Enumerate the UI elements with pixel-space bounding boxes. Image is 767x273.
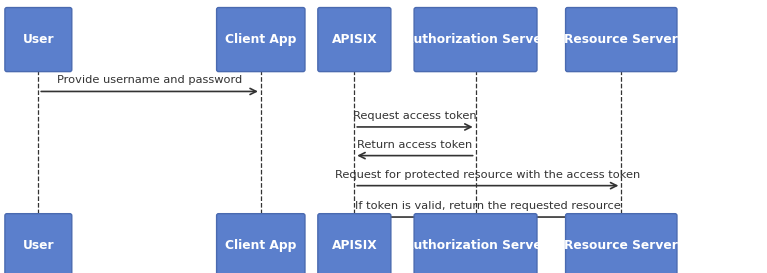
Text: User: User bbox=[22, 33, 54, 46]
Text: Provide username and password: Provide username and password bbox=[57, 75, 242, 85]
FancyBboxPatch shape bbox=[414, 214, 537, 273]
Text: Request for protected resource with the access token: Request for protected resource with the … bbox=[335, 170, 640, 180]
Text: Resource Server: Resource Server bbox=[565, 33, 678, 46]
FancyBboxPatch shape bbox=[216, 214, 305, 273]
Text: APISIX: APISIX bbox=[331, 239, 377, 252]
Text: Authorization Server: Authorization Server bbox=[403, 33, 548, 46]
Text: Request access token: Request access token bbox=[353, 111, 477, 121]
Text: APISIX: APISIX bbox=[331, 33, 377, 46]
Text: Client App: Client App bbox=[225, 33, 297, 46]
Text: Resource Server: Resource Server bbox=[565, 239, 678, 252]
Text: Authorization Server: Authorization Server bbox=[403, 239, 548, 252]
Text: Client App: Client App bbox=[225, 239, 297, 252]
FancyBboxPatch shape bbox=[318, 8, 391, 72]
FancyBboxPatch shape bbox=[565, 214, 677, 273]
Text: If token is valid, return the requested resource: If token is valid, return the requested … bbox=[355, 201, 621, 211]
FancyBboxPatch shape bbox=[5, 8, 72, 72]
FancyBboxPatch shape bbox=[414, 8, 537, 72]
FancyBboxPatch shape bbox=[565, 8, 677, 72]
Text: User: User bbox=[22, 239, 54, 252]
FancyBboxPatch shape bbox=[216, 8, 305, 72]
Text: Return access token: Return access token bbox=[357, 140, 472, 150]
FancyBboxPatch shape bbox=[318, 214, 391, 273]
FancyBboxPatch shape bbox=[5, 214, 72, 273]
